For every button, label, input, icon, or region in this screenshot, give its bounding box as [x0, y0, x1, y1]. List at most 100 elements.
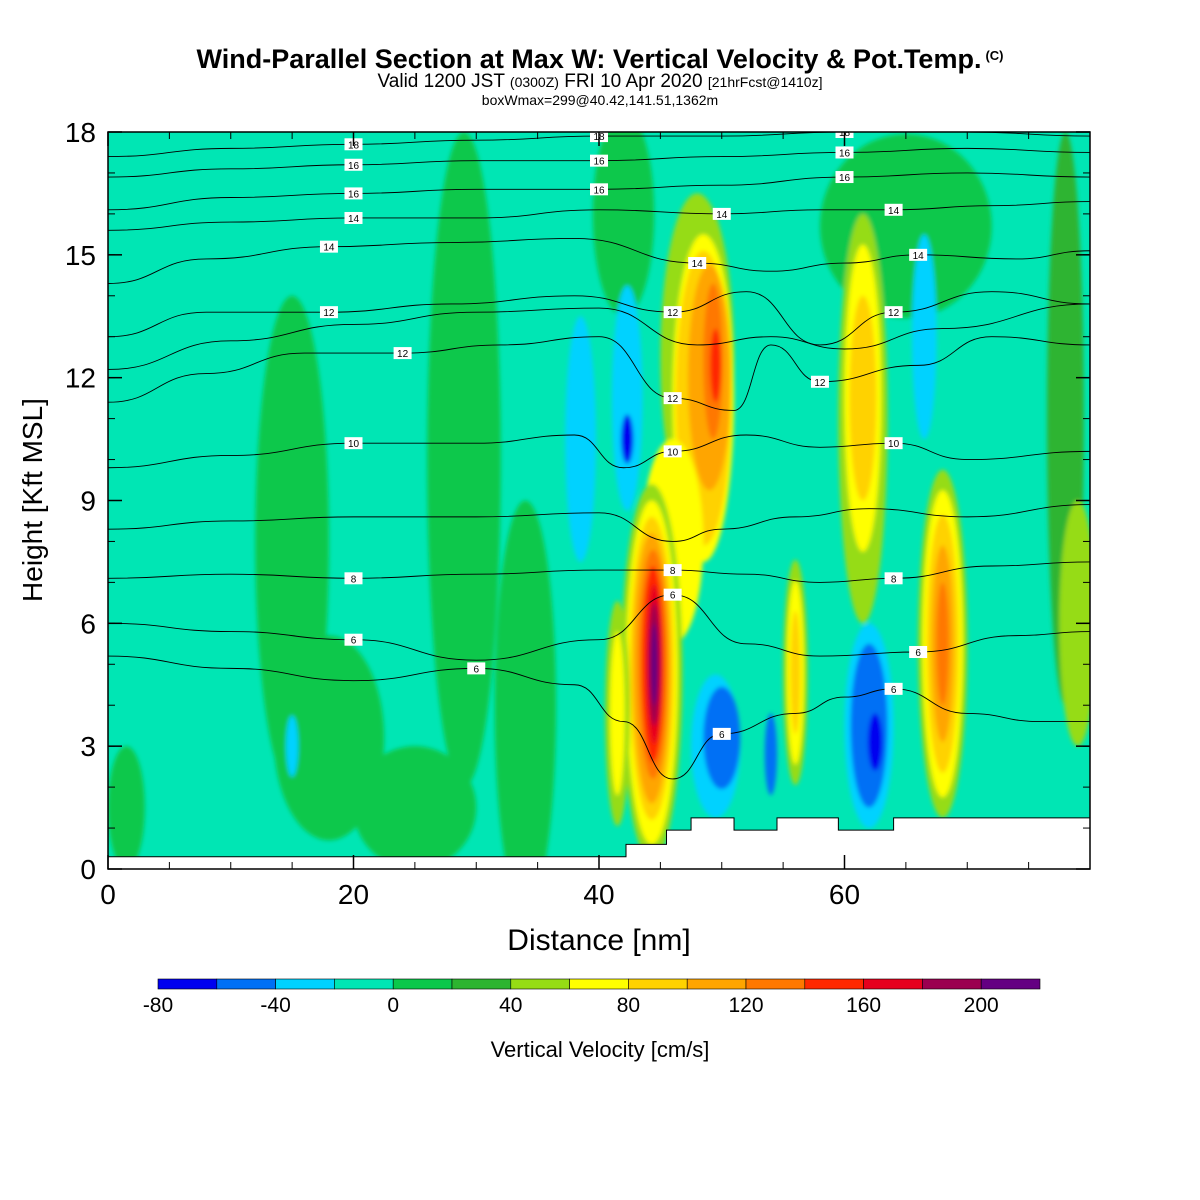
- colorbar-swatch: [686, 978, 747, 990]
- contour-label: 6: [915, 648, 921, 659]
- colorbar-tick-label: 160: [846, 994, 881, 1017]
- colorbar-swatch: [863, 978, 923, 990]
- contour-label-box: [344, 572, 363, 585]
- y-tick-label: 3: [80, 731, 96, 762]
- colorbar-swatch: [275, 978, 335, 990]
- contour-label-box: [810, 375, 829, 388]
- contour-label-box: [590, 183, 608, 196]
- contour-label: 12: [397, 349, 409, 360]
- contour-label: 6: [670, 591, 676, 602]
- colorbar-swatch: [628, 978, 688, 990]
- contour-label: 16: [839, 148, 851, 159]
- contour-label-box: [319, 240, 338, 253]
- colorbar-tick-label: 40: [499, 994, 522, 1017]
- velocity-cell: [849, 295, 877, 501]
- contour-label: 16: [348, 189, 360, 200]
- contour-label-box: [663, 588, 682, 601]
- contour-label-box: [344, 158, 363, 171]
- theta-contour-line: [108, 303, 1090, 370]
- velocity-cell: [592, 132, 655, 317]
- contour-label-box: [319, 306, 338, 319]
- velocity-cell: [936, 582, 949, 706]
- velocity-cell: [611, 285, 643, 511]
- y-tick-label: 18: [65, 117, 96, 148]
- x-tick-label: 40: [583, 879, 614, 910]
- contour-label-box: [344, 633, 363, 646]
- chart-title: Wind-Parallel Section at Max W: Vertical…: [0, 44, 1200, 75]
- contour-label-box: [884, 306, 903, 319]
- x-tick-label: 20: [338, 879, 369, 910]
- colorbar-swatch: [392, 978, 453, 990]
- velocity-cell: [850, 643, 888, 808]
- x-tick-label: 0: [100, 879, 116, 910]
- contour-label: 16: [839, 173, 851, 184]
- colorbar-swatch: [510, 978, 570, 990]
- velocity-cell: [285, 715, 299, 777]
- colorbar-tick-label: 120: [728, 994, 763, 1017]
- velocity-field: [108, 132, 1090, 869]
- plot-area: 6 6 6 6 6 6 8 8 8 10 10 10 12 12 12 12 12 12 14 14 14 14 14 14 1…: [108, 132, 1090, 869]
- colorbar-tick-label: -40: [260, 994, 290, 1017]
- y-tick-label: 0: [80, 854, 96, 885]
- velocity-cell: [494, 500, 557, 869]
- colorbar-tick-label: -80: [143, 994, 173, 1017]
- contour-label: 8: [351, 574, 357, 585]
- contour-label: 12: [667, 308, 679, 319]
- contour-label-box: [884, 437, 903, 450]
- copyright-mark: (C): [985, 48, 1004, 63]
- contour-label: 14: [716, 210, 728, 221]
- contour-label-box: [467, 662, 486, 675]
- colorbar-label: Vertical Velocity [cm/s]: [491, 1037, 710, 1062]
- contour-label: 16: [348, 161, 360, 172]
- contour-label-box: [688, 257, 707, 270]
- velocity-cell: [621, 414, 634, 464]
- contour-label: 6: [891, 685, 897, 696]
- theta-contour-line: [108, 504, 1090, 542]
- theta-contour-line: [108, 434, 1090, 469]
- contour-label-box: [344, 211, 363, 224]
- contour-label: 14: [692, 259, 704, 270]
- title-text: Wind-Parallel Section at Max W: Vertical…: [196, 44, 982, 74]
- contour-label: 16: [593, 157, 605, 168]
- valid-prefix: Valid 1200 JST: [377, 71, 505, 92]
- y-axis-label: Height [Kft MSL]: [17, 398, 48, 602]
- contour-label-box: [835, 146, 854, 159]
- colorbar-tick-label: 80: [617, 994, 640, 1017]
- contour-label-box: [884, 203, 903, 216]
- velocity-cell: [651, 623, 658, 706]
- utc-time: (0300Z): [509, 74, 559, 90]
- axes: 0 20 40 60 0 3 6 9 12 15 18: [65, 117, 1091, 910]
- contour-label: 10: [348, 439, 360, 450]
- contour-label-box: [884, 572, 903, 585]
- contour-label-box: [835, 171, 854, 184]
- contour-label: 6: [351, 636, 357, 647]
- colorbar-tick-label: 0: [387, 994, 399, 1017]
- contour-label: 14: [913, 251, 925, 262]
- valid-time-line: Valid 1200 JST (0300Z) FRI 10 Apr 2020 […: [0, 72, 1200, 92]
- colorbar: -80 -40 0 40 80 120 160 200: [143, 978, 1041, 1017]
- contour-label: 12: [888, 308, 900, 319]
- contour-label: 8: [891, 574, 897, 585]
- contour-label: 14: [348, 214, 360, 225]
- theta-contour-line: [108, 655, 1090, 780]
- velocity-cell: [427, 132, 501, 788]
- colorbar-swatch: [804, 978, 864, 990]
- contour-label: 6: [719, 730, 725, 741]
- valid-date: FRI 10 Apr 2020: [564, 71, 703, 92]
- velocity-cell: [912, 234, 937, 440]
- contour-label: 12: [667, 394, 679, 405]
- velocity-cell: [565, 316, 596, 562]
- colorbar-swatch: [216, 978, 276, 990]
- contour-label-box: [344, 187, 363, 200]
- contour-label-box: [663, 306, 682, 319]
- contour-label: 12: [814, 378, 826, 389]
- velocity-cell: [353, 746, 477, 869]
- theta-contour-line: [108, 561, 1090, 583]
- contour-label-box: [663, 392, 682, 405]
- colorbar-swatch: [451, 978, 512, 990]
- velocity-cell: [710, 328, 722, 403]
- velocity-cell: [764, 713, 777, 796]
- box-max-info: boxWmax=299@40.42,141.51,1362m: [481, 92, 719, 108]
- contour-label: 6: [473, 664, 479, 675]
- theta-contours: 6 6 6 6 6 6 8 8 8 10 10 10 12 12 12 12 12 12 14 14 14 14 14 14 1…: [108, 132, 1090, 780]
